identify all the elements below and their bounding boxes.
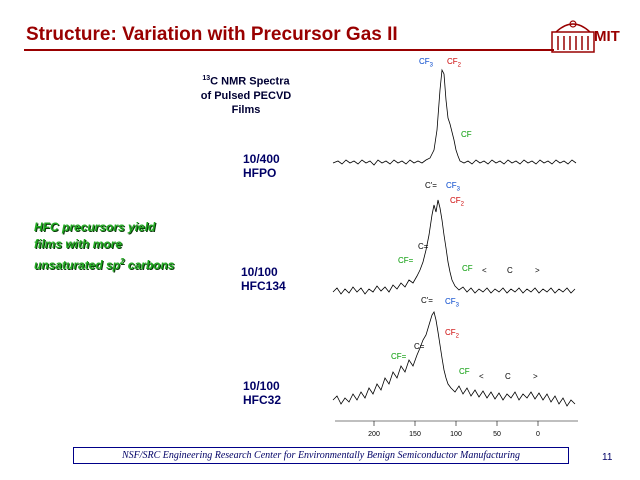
footer-banner: NSF/SRC Engineering Research Center for …	[73, 447, 569, 464]
x-tick-label: 150	[409, 431, 421, 438]
peak-cfeq-hfc134: CF=	[398, 256, 414, 265]
highlight-sup: 2	[120, 257, 125, 266]
peak-cf2-hfpo: CF2	[447, 57, 461, 69]
spectrum-hfc134	[332, 199, 576, 295]
sample-label-hfc32: 10/100 HFC32	[243, 379, 281, 407]
peak-text: CF	[447, 57, 458, 66]
peak-sub: 2	[460, 201, 465, 208]
highlight-line3: unsaturated sp	[34, 258, 121, 272]
highlight-statement: HFC precursors yield films with more uns…	[34, 219, 209, 274]
caption-isotope: 13	[202, 75, 211, 82]
peak-c-hfc134: C	[507, 266, 513, 275]
peak-sub: 2	[457, 62, 462, 69]
sample-gas: HFC134	[241, 279, 286, 293]
peak-sub: 3	[456, 186, 461, 193]
peak-text: CF	[419, 57, 430, 66]
peak-cf2-hfc32: CF2	[445, 328, 459, 340]
range-open-hfc134: <	[482, 266, 487, 275]
peak-ceq-hfc134: C=	[418, 242, 429, 251]
peak-text: CF	[445, 328, 456, 337]
highlight-line2: films with more	[34, 237, 123, 251]
title-rule	[24, 49, 554, 51]
peak-cf3-hfc134: CF3	[446, 181, 460, 193]
spectra-caption: 13C NMR Spectra of Pulsed PECVD Films	[196, 72, 296, 117]
caption-line2: of Pulsed PECVD	[200, 89, 292, 102]
peak-text: CF	[446, 181, 457, 190]
page-number: 11	[602, 452, 613, 463]
caption-line1: C NMR Spectra	[210, 75, 290, 88]
sample-ratio: 10/400	[243, 152, 280, 166]
x-tick-label: 50	[493, 431, 501, 438]
peak-cf2-hfc134: CF2	[450, 196, 464, 208]
peak-ceq-hfc32: C=	[414, 342, 425, 351]
range-close-hfc32: >	[533, 372, 538, 381]
peak-cf-hfpo: CF	[461, 130, 472, 139]
sample-ratio: 10/100	[243, 379, 280, 393]
peak-cf3-hfpo: CF3	[419, 57, 433, 69]
x-tick-label: 200	[368, 431, 380, 438]
peak-text: CF	[445, 297, 456, 306]
spectrum-hfc32	[332, 311, 576, 407]
range-open-hfc32: <	[479, 372, 484, 381]
x-tick-label: 0	[536, 431, 540, 438]
sample-label-hfpo: 10/400 HFPO	[243, 152, 280, 180]
range-close-hfc134: >	[535, 266, 540, 275]
highlight-line3-end: carbons	[124, 258, 175, 272]
sample-gas: HFPO	[243, 166, 277, 180]
peak-cf-hfc32: CF	[459, 367, 470, 376]
mit-logo-text: MIT	[594, 28, 620, 45]
peak-cprime-hfc134: C'=	[425, 181, 437, 190]
sample-label-hfc134: 10/100 HFC134	[241, 265, 286, 293]
peak-cfeq-hfc32: CF=	[391, 352, 407, 361]
peak-sub: 3	[455, 302, 460, 309]
peak-c-hfc32: C	[505, 372, 511, 381]
mit-dome-logo-icon	[551, 20, 595, 53]
sample-gas: HFC32	[243, 393, 282, 407]
spectrum-hfpo	[332, 68, 577, 166]
caption-line3: Films	[231, 103, 261, 116]
peak-text: CF	[450, 196, 461, 205]
sample-ratio: 10/100	[241, 265, 278, 279]
peak-sub: 2	[455, 333, 460, 340]
slide-title: Structure: Variation with Precursor Gas …	[26, 24, 398, 45]
peak-cf-hfc134: CF	[462, 264, 473, 273]
peak-cprime-hfc32: C'=	[421, 296, 433, 305]
x-tick-label: 100	[450, 431, 462, 438]
highlight-line1: HFC precursors yield	[34, 220, 156, 234]
peak-sub: 3	[429, 62, 434, 69]
peak-cf3-hfc32: CF3	[445, 297, 459, 309]
